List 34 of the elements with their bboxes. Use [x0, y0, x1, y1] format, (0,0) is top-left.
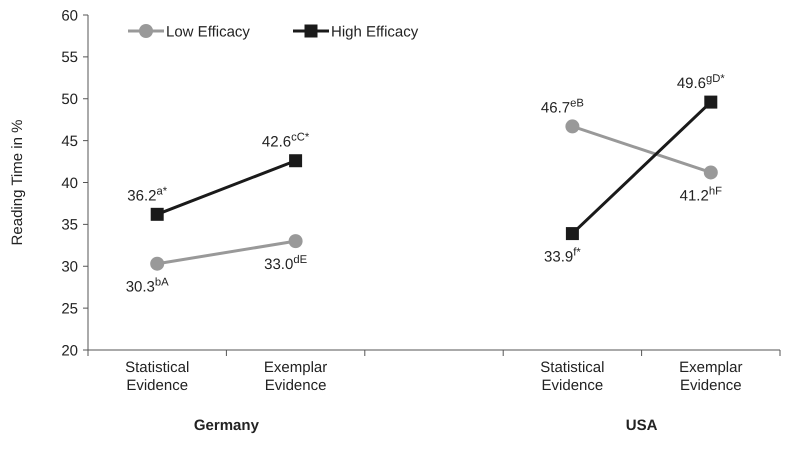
point: [150, 256, 164, 271]
x-tick-label: Statistical Evidence: [540, 359, 604, 394]
point: [704, 96, 718, 109]
legend-label: High Efficacy: [331, 23, 419, 40]
x-tick-label: Exemplar Evidence: [679, 359, 742, 394]
data-label: 33.0$^{dE}$: [264, 254, 308, 274]
point: [565, 119, 580, 134]
y-tick-label: 35: [61, 216, 78, 234]
data-label: 36.2$^{a*}$: [127, 185, 168, 204]
data-label: 42.6$^{cC*}$: [262, 132, 310, 151]
y-tick-label: 20: [61, 342, 78, 360]
point: [288, 234, 303, 248]
x-tick-label: Statistical Evidence: [125, 359, 190, 394]
y-tick-label: 25: [61, 300, 78, 318]
point: [704, 165, 718, 180]
data-label: 49.6$^{gD*}$: [676, 73, 726, 92]
point: [289, 154, 302, 168]
y-tick-label: 45: [61, 132, 78, 150]
y-tick-label: 50: [61, 91, 78, 108]
text: USA: [626, 417, 658, 434]
data-label: 46.7$^{eB}$: [540, 97, 584, 116]
point: [150, 208, 164, 221]
data-label: 41.2$^{hF}$: [680, 185, 722, 204]
y-tick-label: 30: [61, 258, 78, 276]
legend-label: Low Efficacy: [166, 23, 250, 40]
data-label: 33.9$^{f*}$: [544, 246, 582, 266]
y-tick-label: 55: [61, 49, 78, 66]
y-axis-title: Reading Time in %: [9, 120, 26, 246]
y-tick-label: 40: [61, 174, 78, 192]
y-tick-label: 60: [61, 7, 78, 24]
data-label: 30.3$^{bA}$: [126, 276, 170, 296]
text: Germany: [194, 417, 260, 434]
x-tick-label: Exemplar Evidence: [264, 359, 328, 394]
point: [566, 227, 579, 240]
